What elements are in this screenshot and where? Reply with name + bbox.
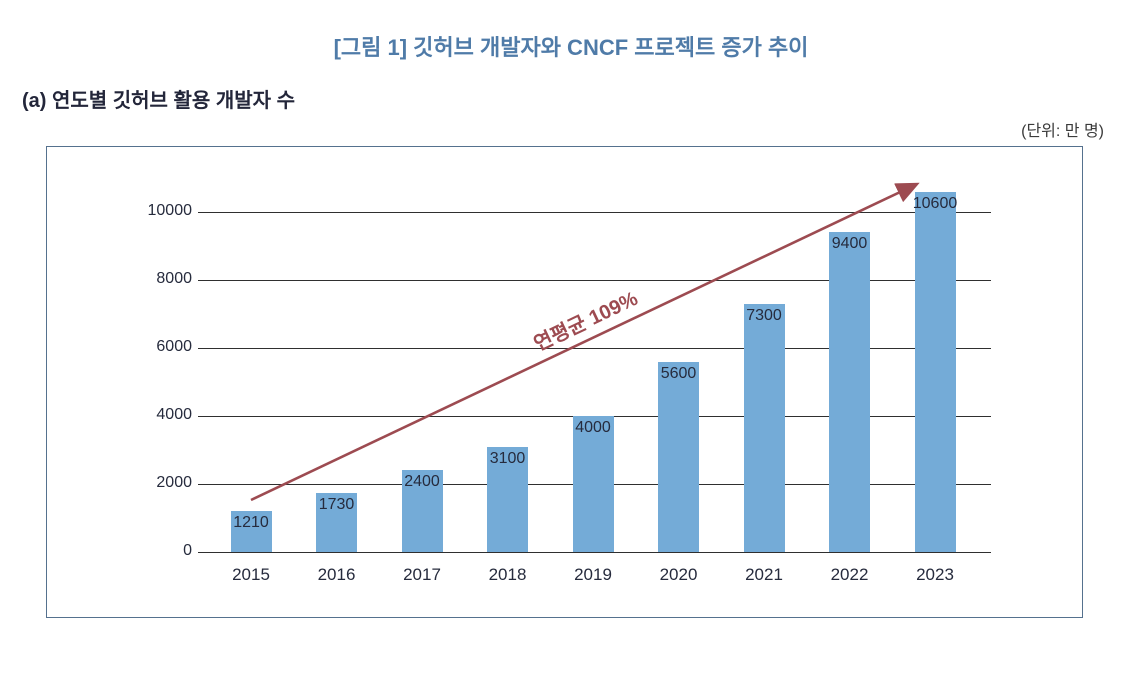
trend-annotation: 연평균 109% [530,287,642,356]
bar-value-label: 1730 [318,496,355,514]
bar-chart-plot-area: 연평균 109% 0 2000 4000 6000 8000 10000 1210 2015 1… [47,147,1082,617]
x-axis-label: 2023 [916,565,954,584]
unit-label: (단위: 만 명) [1021,123,1104,140]
bar-2016 [316,493,357,552]
bar-2020 [658,361,699,552]
y-axis-tick-label: 0 [183,542,192,559]
bar-value-label: 1210 [233,513,269,531]
x-axis-label: 2021 [745,565,783,584]
bar-value-label: 5600 [660,364,697,382]
bar-value-label: 10600 [912,194,958,212]
gridline [198,211,991,213]
x-axis-label: 2017 [403,565,441,584]
y-axis-tick-label: 10000 [147,202,193,219]
bar-value-label: 4000 [575,419,611,436]
bar-value-label: 3100 [489,449,526,467]
bar-value-label: 2400 [404,473,440,491]
x-axis-label: 2020 [659,565,698,584]
x-axis-label: 2019 [574,565,612,584]
panel-a-label: (a) 연도별 깃허브 활용 개발자 수 [22,90,296,112]
gridline [198,347,991,349]
x-axis-line [198,551,991,553]
bar-value-label: 9400 [831,235,868,253]
x-axis-label: 2018 [488,565,527,584]
bar-2015 [230,510,272,552]
bar-2022 [829,232,870,552]
y-axis-tick-label: 4000 [156,406,192,423]
chart-frame: 연평균 109% 0 2000 4000 6000 8000 10000 1210 2015 1… [46,146,1083,618]
y-axis-tick-label: 6000 [156,338,192,355]
x-axis-label: 2015 [232,565,270,584]
x-axis-label: 2016 [317,565,356,584]
bar-value-label: 7300 [746,306,782,324]
bar-2023 [914,191,956,552]
figure-title: [그림 1] 깃허브 개발자와 CNCF 프로젝트 증가 추이 [333,35,809,60]
bar-2021 [743,303,785,552]
y-axis-tick-label: 2000 [156,474,192,491]
y-axis-tick-label: 8000 [156,270,192,287]
gridline [198,279,991,281]
x-axis-label: 2022 [830,565,869,584]
